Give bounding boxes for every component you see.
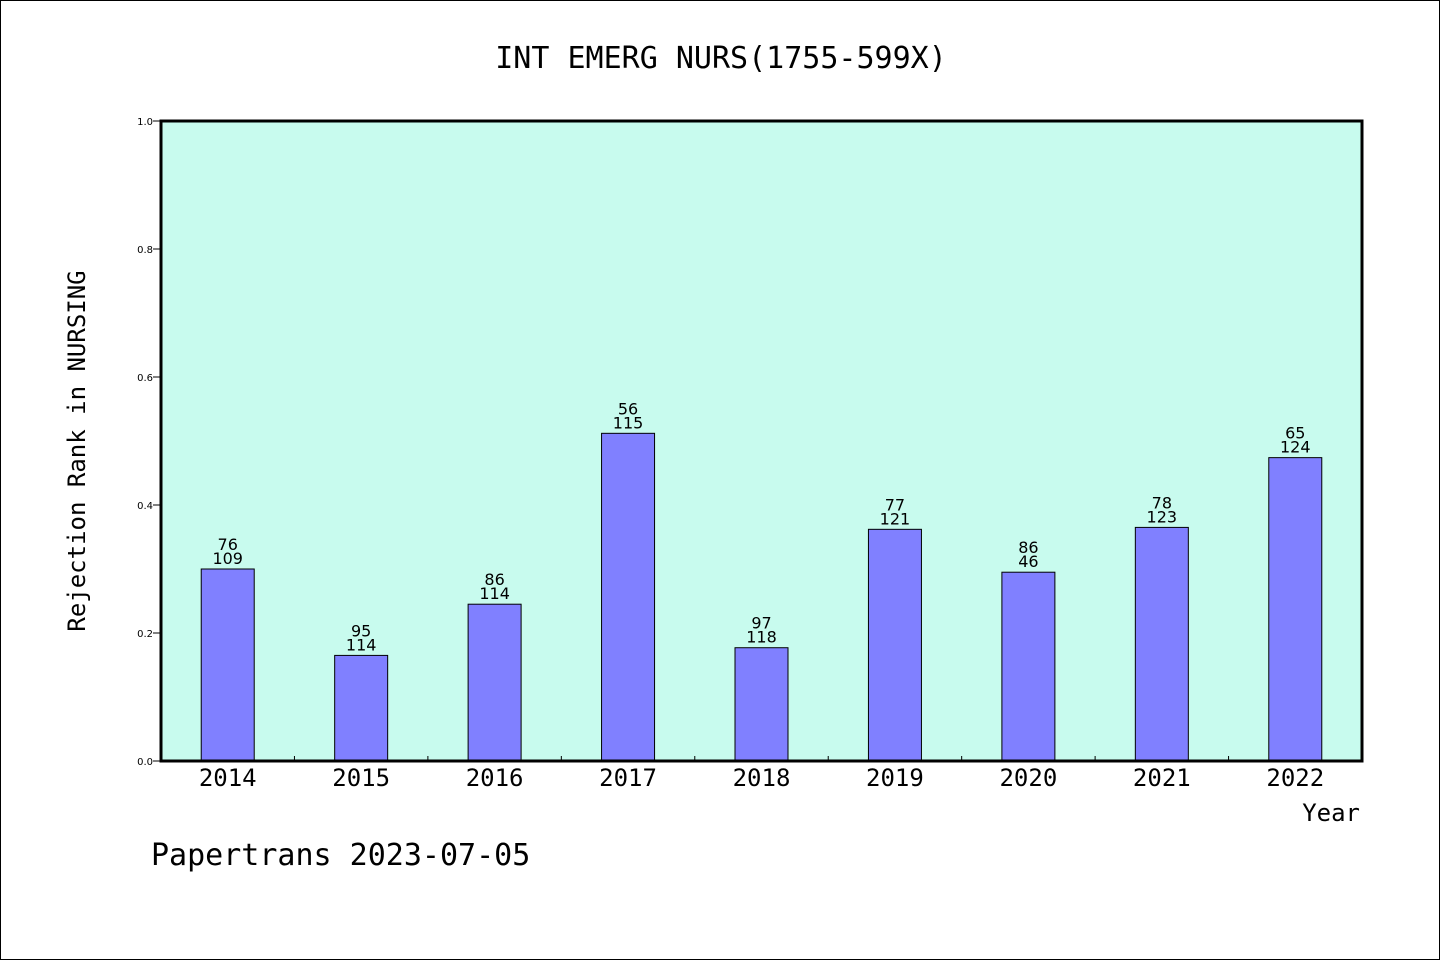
rank-label: 86: [484, 570, 504, 589]
bar-2017: [601, 432, 656, 762]
x-axis: 2014 2015 2016 2017 2018 2019 2020 2021 2022: [199, 756, 1324, 792]
y-tick-label: 0.6: [137, 373, 153, 384]
bar-2014: [200, 568, 255, 762]
total-label: 46: [1018, 552, 1038, 571]
rank-label: 65: [1285, 424, 1305, 443]
y-tick-label: 0.8: [137, 245, 153, 256]
bar-2020: [1001, 571, 1056, 762]
y-tick-label: 0.2: [137, 629, 153, 640]
x-tick-label: 2015: [332, 764, 390, 792]
rank-label: 95: [351, 621, 371, 640]
total-label: 118: [746, 628, 777, 647]
bar-2021: [1134, 526, 1189, 762]
x-tick-label: 2020: [999, 764, 1057, 792]
total-label: 114: [346, 635, 377, 654]
x-tick-label: 2019: [866, 764, 924, 792]
bars: [200, 432, 1323, 762]
bar-2018: [734, 647, 789, 762]
x-tick-label: 2018: [733, 764, 791, 792]
x-tick-label: 2016: [466, 764, 524, 792]
x-tick-label: 2014: [199, 764, 257, 792]
bar-2015: [334, 654, 389, 762]
plot-border: [159, 119, 1364, 763]
x-axis-label: Year: [1302, 799, 1360, 827]
y-axis-label: Rejection Rank in NURSING: [63, 270, 91, 631]
rank-label: 56: [618, 399, 638, 418]
total-label: 115: [613, 413, 644, 432]
x-tick-label: 2017: [599, 764, 657, 792]
footer-credit: Papertrans 2023-07-05: [151, 838, 530, 873]
total-label: 114: [479, 584, 510, 603]
y-tick-label: 0.0: [137, 757, 153, 768]
x-tick-label: 2022: [1266, 764, 1324, 792]
y-tick-label: 0.4: [137, 501, 153, 512]
chart-title: INT EMERG NURS(1755-599X): [495, 41, 947, 76]
rank-label: 76: [218, 535, 238, 554]
rank-label: 78: [1152, 493, 1172, 512]
total-label: 124: [1280, 438, 1311, 457]
bar-labels: 7610995114861145611597118771218646781236…: [212, 399, 1310, 654]
total-label: 109: [212, 549, 243, 568]
y-axis: 0.0 0.2 0.4 0.6 0.8 1.0: [137, 117, 161, 768]
rank-label: 86: [1018, 538, 1038, 557]
total-label: 123: [1147, 507, 1178, 526]
bar-2016: [467, 603, 522, 762]
y-tick-label: 1.0: [137, 117, 153, 128]
total-label: 121: [880, 509, 911, 528]
bar-2019: [867, 528, 922, 762]
x-tick-label: 2021: [1133, 764, 1191, 792]
rank-label: 77: [885, 495, 905, 514]
rank-label: 97: [751, 614, 771, 633]
bar-2022: [1268, 457, 1323, 762]
